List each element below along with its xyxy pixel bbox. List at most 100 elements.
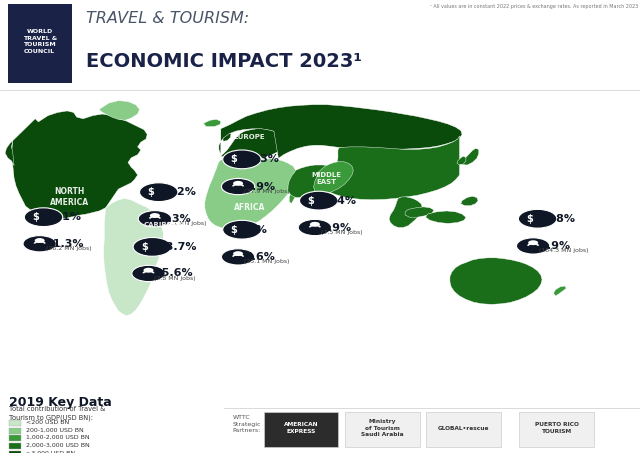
Text: Total contribution of Travel &
Tourism to GDP(USD BN):: Total contribution of Travel & Tourism t… [9,406,105,421]
Polygon shape [125,206,148,215]
Polygon shape [289,191,296,204]
Circle shape [300,191,338,210]
Circle shape [24,208,63,226]
Text: 200-1,000 USD BN: 200-1,000 USD BN [26,428,83,433]
Polygon shape [426,211,466,223]
Circle shape [35,238,45,243]
Text: 9.8%: 9.8% [544,214,575,224]
Circle shape [133,237,172,256]
Text: (2.8 MN jobs): (2.8 MN jobs) [154,276,196,281]
Polygon shape [223,133,231,141]
Text: 13.7%: 13.7% [159,242,198,252]
FancyBboxPatch shape [9,435,21,441]
Circle shape [140,183,178,202]
Text: ECONOMIC IMPACT 2023¹: ECONOMIC IMPACT 2023¹ [86,52,362,71]
Text: (17.1 MN jobs): (17.1 MN jobs) [161,222,206,226]
FancyBboxPatch shape [8,4,72,83]
Circle shape [223,150,261,169]
Polygon shape [321,136,460,200]
Text: >3,000 USD BN: >3,000 USD BN [26,450,75,453]
Circle shape [298,219,332,236]
Text: 1,000-2,000 USD BN: 1,000-2,000 USD BN [26,435,90,440]
Polygon shape [99,101,140,120]
Text: $: $ [230,154,237,164]
Polygon shape [221,129,287,159]
Polygon shape [450,258,542,304]
Polygon shape [461,196,478,206]
Text: GLOBAL•rescue: GLOBAL•rescue [438,425,489,431]
Text: 8.3%: 8.3% [161,214,191,224]
Text: 9.9%: 9.9% [244,182,275,192]
Polygon shape [288,165,344,198]
Circle shape [221,249,255,265]
Text: PUERTO RICO
TOURISM: PUERTO RICO TOURISM [535,423,579,434]
Text: (26.2 MN jobs): (26.2 MN jobs) [45,246,91,251]
FancyBboxPatch shape [9,443,21,449]
Polygon shape [5,140,14,166]
Polygon shape [12,111,147,219]
FancyBboxPatch shape [426,412,500,447]
Text: AFRICA: AFRICA [234,203,266,212]
Circle shape [233,181,243,186]
FancyBboxPatch shape [264,412,339,447]
Text: Ministry
of Tourism
Saudi Arabia: Ministry of Tourism Saudi Arabia [361,419,403,437]
FancyBboxPatch shape [9,428,21,434]
Circle shape [132,265,165,282]
Text: CARIBBEAN: CARIBBEAN [144,222,189,228]
Circle shape [518,209,557,228]
Circle shape [516,238,550,254]
Polygon shape [457,156,466,165]
Text: 8.4%: 8.4% [325,196,356,206]
Text: $: $ [307,196,314,206]
Text: 9.9%: 9.9% [539,241,570,251]
FancyBboxPatch shape [9,420,21,426]
Circle shape [150,213,160,218]
Polygon shape [219,105,462,159]
Text: WORLD
TRAVEL &
TOURISM
COUNCIL: WORLD TRAVEL & TOURISM COUNCIL [22,29,57,54]
Polygon shape [314,162,353,195]
Text: MIDDLE
EAST: MIDDLE EAST [312,172,341,185]
Text: 9.9%: 9.9% [321,222,352,232]
Polygon shape [205,158,296,229]
Text: 7%: 7% [249,225,268,235]
Text: <200 USD BN: <200 USD BN [26,420,69,425]
Polygon shape [461,149,479,165]
Text: 9.1%: 9.1% [51,212,81,222]
Text: TRAVEL & TOURISM:: TRAVEL & TOURISM: [86,10,250,26]
Circle shape [23,236,56,252]
Text: 15.6%: 15.6% [154,269,193,279]
Circle shape [138,211,172,227]
Text: 2,000-3,000 USD BN: 2,000-3,000 USD BN [26,443,90,448]
Circle shape [221,178,255,195]
Text: $: $ [526,214,533,224]
Polygon shape [250,116,268,129]
FancyBboxPatch shape [520,412,595,447]
Text: (37.9 MN jobs): (37.9 MN jobs) [244,189,290,194]
Text: $: $ [32,212,39,222]
Circle shape [143,268,154,273]
Polygon shape [104,198,163,316]
Text: LATIN AMERICA: LATIN AMERICA [136,167,196,173]
Text: 9.3%: 9.3% [249,154,280,164]
Text: EUROPE: EUROPE [234,135,266,140]
Text: 2019 Key Data: 2019 Key Data [9,396,112,409]
Circle shape [223,220,261,239]
Text: AMERICAN
EXPRESS: AMERICAN EXPRESS [284,423,318,434]
Polygon shape [204,119,221,126]
Polygon shape [554,286,566,296]
Text: (7.5 MN jobs): (7.5 MN jobs) [321,230,362,235]
Text: WTTC
Strategic
Partners:: WTTC Strategic Partners: [232,415,261,433]
FancyBboxPatch shape [9,451,21,453]
Text: 5.6%: 5.6% [244,252,275,262]
Polygon shape [405,207,434,217]
Circle shape [528,240,538,245]
Text: 11.3%: 11.3% [45,239,84,249]
Text: ¹ All values are in constant 2022 prices & exchange rates. As reported in March : ¹ All values are in constant 2022 prices… [431,4,639,9]
Text: $: $ [141,242,148,252]
Circle shape [233,251,243,256]
Text: (25.1 MN jobs): (25.1 MN jobs) [244,260,289,265]
Text: 8.2%: 8.2% [165,187,196,197]
Text: $: $ [230,225,237,235]
Circle shape [310,222,320,226]
Text: (184.3 MN jobs): (184.3 MN jobs) [539,249,588,254]
